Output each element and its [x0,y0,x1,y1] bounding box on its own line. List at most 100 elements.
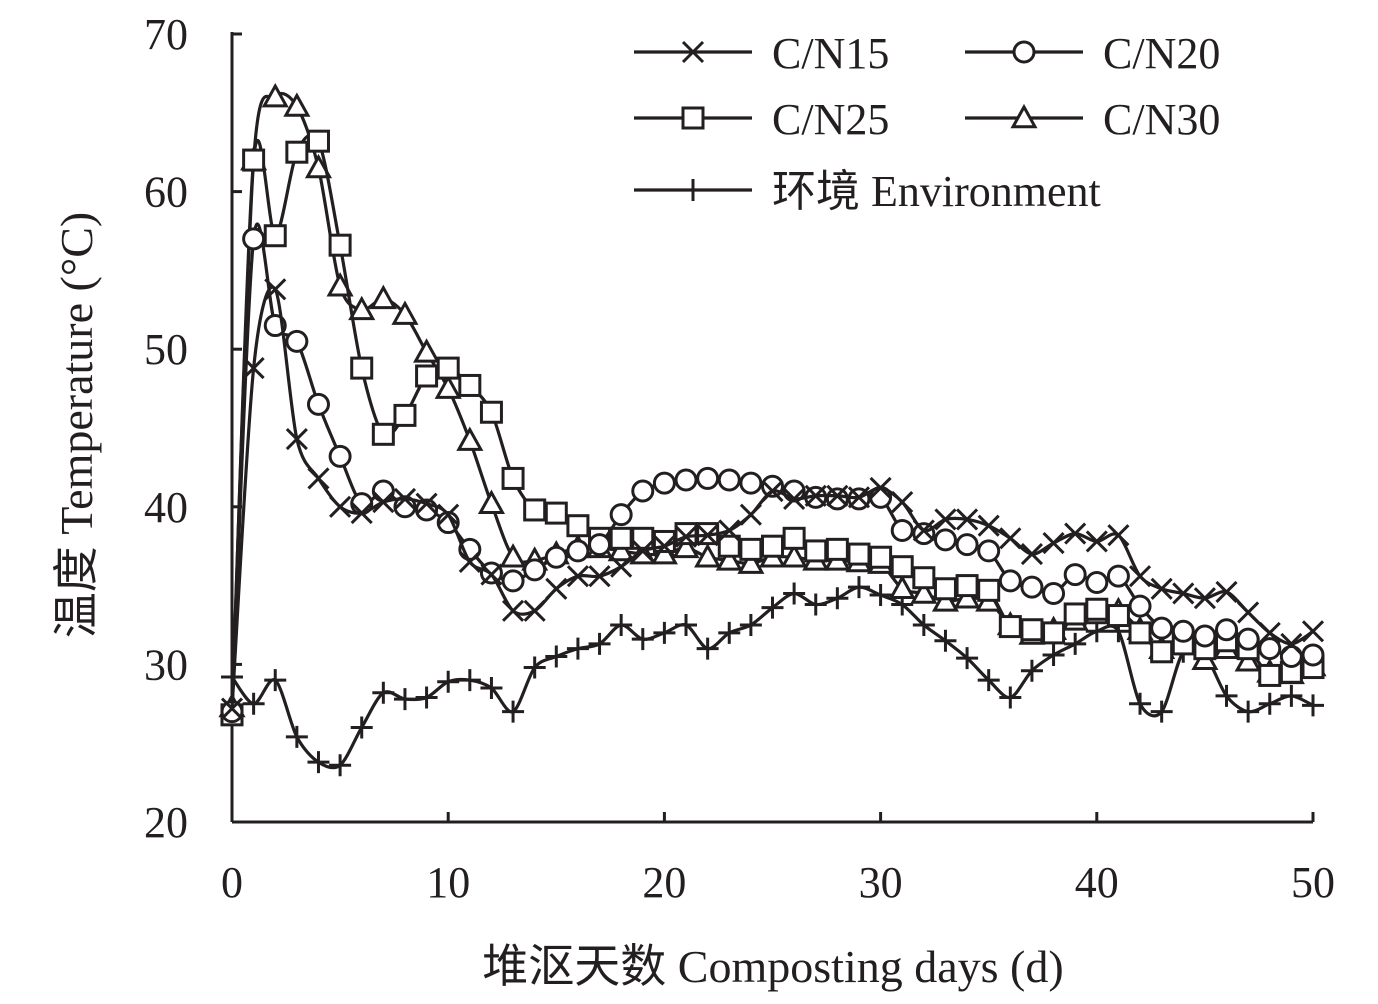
data-point-x-marker [681,40,705,64]
data-point-circle-marker [912,522,936,546]
x-tick-label: 10 [426,858,470,907]
data-point-x-marker [1085,530,1108,553]
data-point-circle-marker [544,545,568,569]
x-tick-label: 30 [859,858,903,907]
data-point-circle-marker [1236,627,1260,651]
data-point-square-marker [933,577,957,601]
data-point-circle-marker [1042,581,1066,605]
legend-label: C/N20 [1103,29,1220,78]
legend-item: C/N15 [634,29,889,78]
data-point-x-marker [1301,620,1325,643]
data-point-plus-marker [480,677,503,700]
data-point-x-marker [1172,582,1195,605]
data-point-circle-marker [1258,637,1282,661]
data-point-square-marker [1020,618,1044,642]
data-point-circle-marker [609,503,633,527]
data-point-plus-marker [1020,659,1043,682]
data-point-square-marker [977,578,1001,602]
data-point-square-marker [761,534,784,558]
data-point-circle-marker [588,533,612,557]
data-point-circle-marker [306,392,330,416]
data-point-circle-marker [242,227,266,251]
data-point-square-marker [350,356,374,380]
data-point-square-marker [242,148,266,172]
data-point-plus-marker [393,688,416,711]
data-point-triangle-marker [348,295,376,321]
data-point-circle-marker [652,471,676,495]
data-point-square-marker [739,537,763,561]
legend-item: C/N20 [965,29,1220,78]
data-point-square-marker [609,526,633,550]
data-point-plus-marker [675,614,698,636]
series-c-n15 [220,278,1325,720]
data-point-x-marker [783,487,806,510]
data-point-triangle-marker [1234,647,1262,672]
data-point-plus-marker [1302,694,1324,717]
data-point-x-marker [1237,601,1260,624]
data-point-circle-marker [1063,563,1087,587]
data-point-x-marker [1193,587,1216,610]
data-point-x-marker [458,550,481,574]
data-point-circle-marker [566,539,590,563]
data-point-square-marker [1042,621,1066,645]
data-point-plus-marker [977,669,1000,692]
data-point-triangle-marker [694,543,722,568]
data-point-square-marker [955,574,979,598]
data-point-plus-marker [696,637,719,660]
x-axis-label: 堆沤天数 Composting days (d) [482,941,1063,992]
data-point-square-marker [1063,602,1087,626]
data-point-circle-marker [717,468,741,492]
data-point-x-marker [869,476,892,499]
data-point-square-marker [501,466,525,490]
data-point-square-marker [371,422,395,446]
data-point-x-marker [934,508,957,531]
data-point-x-marker [653,535,676,558]
data-point-x-marker [242,357,265,380]
data-point-x-marker [956,508,979,531]
data-point-plus-marker [1042,643,1065,666]
data-point-circle-marker [1106,564,1130,588]
data-point-x-marker [501,599,525,622]
data-point-circle-marker [825,487,849,511]
data-point-square-marker [1106,604,1130,628]
data-point-circle-marker [739,471,763,495]
data-point-square-marker [631,526,655,550]
data-point-x-marker [696,524,719,547]
data-point-square-marker [393,403,417,427]
data-point-plus-marker [350,716,373,739]
data-point-square-marker [1085,597,1109,621]
legend-label: 环境 Environment [772,167,1101,216]
data-point-square-marker [912,566,936,590]
y-axis-label: 温度 Temperature (°C) [51,212,102,638]
legend-item: 环境 Environment [634,167,1101,216]
data-point-x-marker [545,577,568,600]
data-point-triangle-marker [953,584,981,609]
data-point-x-marker [1107,524,1130,547]
data-point-x-marker [588,565,611,588]
data-point-plus-marker [566,637,589,660]
data-point-x-marker [674,525,698,548]
data-point-square-marker [804,539,828,563]
data-point-square-marker [782,526,806,550]
data-point-x-marker [264,278,287,301]
data-point-x-marker [739,503,762,526]
y-tick-label: 40 [144,483,188,532]
data-point-plus-marker [653,621,676,644]
data-point-plus-marker [718,621,741,644]
data-point-x-marker [307,467,330,490]
data-point-plus-marker [588,632,611,655]
data-point-triangle-marker [261,82,289,108]
data-point-triangle-marker [499,543,527,568]
data-point-plus-marker [934,629,957,652]
data-point-triangle-marker [369,284,397,310]
data-point-x-marker [1150,577,1173,600]
data-point-square-marker [306,129,330,153]
data-point-plus-marker [739,614,762,636]
data-point-circle-marker [890,518,914,542]
data-point-square-marker [566,514,590,538]
data-point-circle-marker [1215,618,1239,642]
data-point-square-marker [328,233,352,257]
data-point-triangle-marker [434,374,462,399]
data-point-triangle-marker [1010,103,1038,129]
